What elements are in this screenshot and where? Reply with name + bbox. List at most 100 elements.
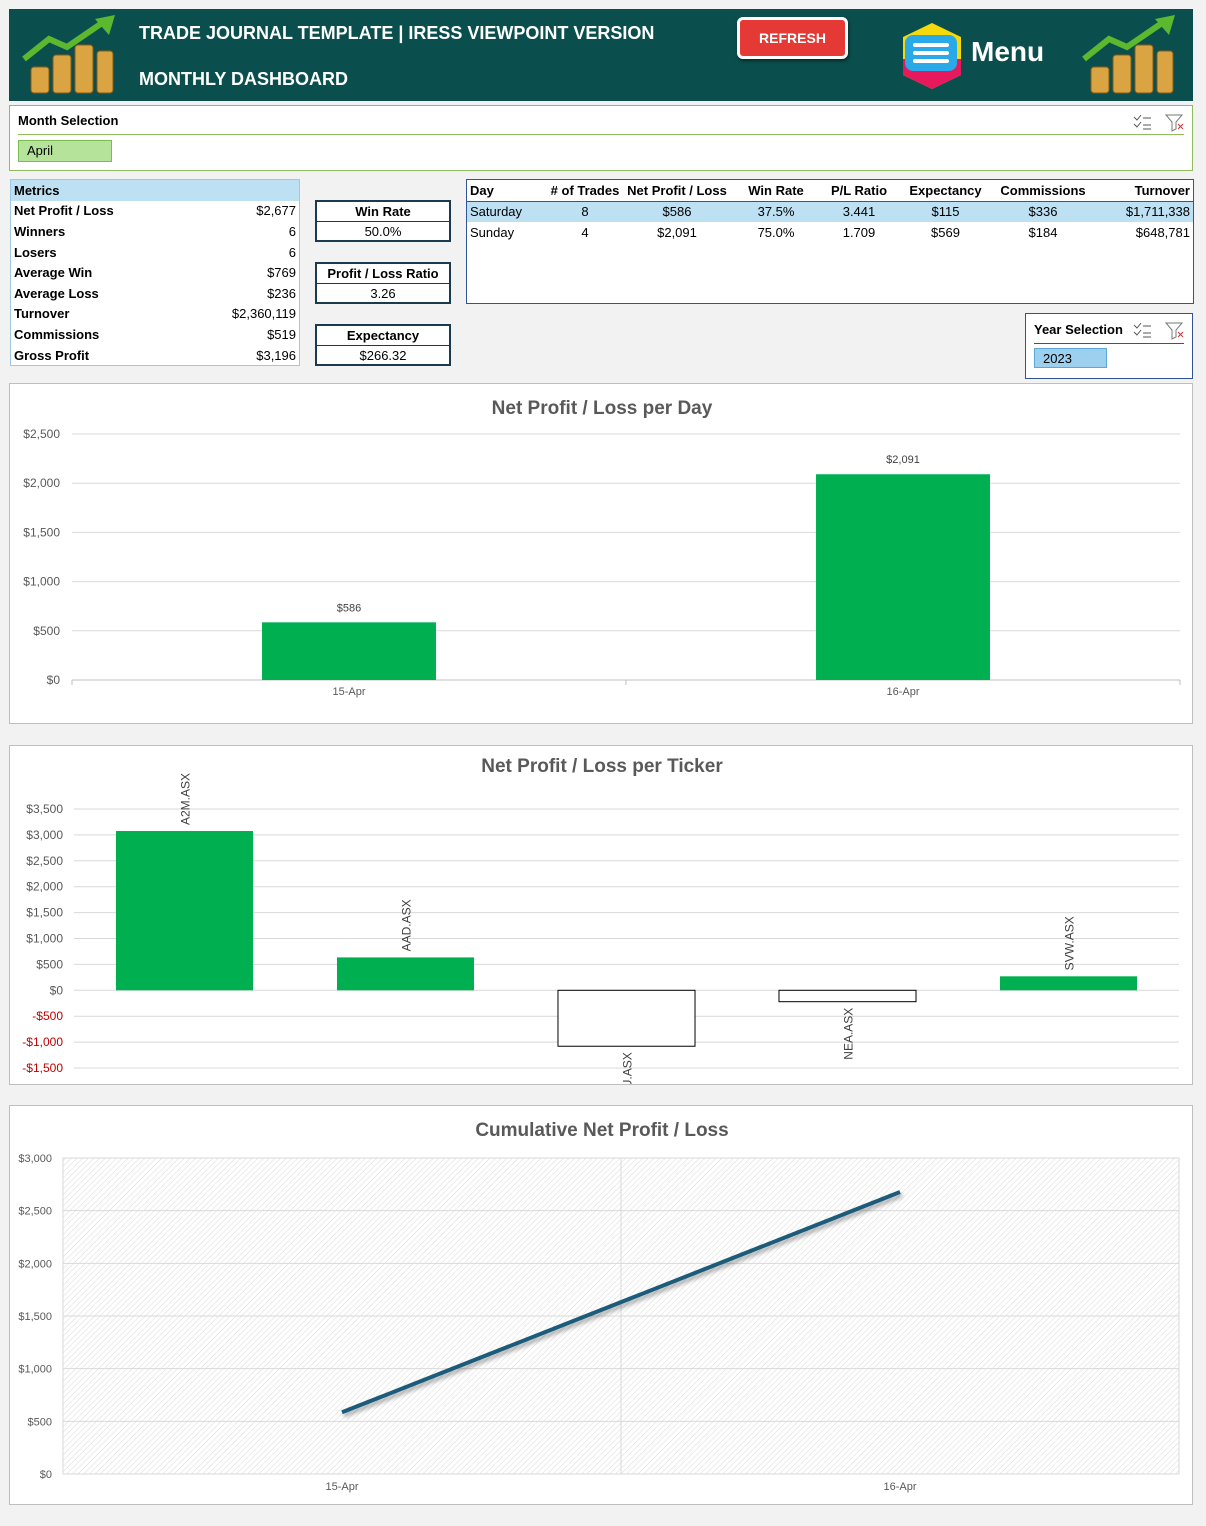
- y-tick-label: -$1,500: [22, 1061, 63, 1075]
- y-tick-label: -$500: [32, 1009, 63, 1023]
- cell: $648,781: [1135, 224, 1190, 240]
- chart-title: Net Profit / Loss per Day: [492, 398, 713, 419]
- chart: Cumulative Net Profit / Loss $0 $500 $1,000…: [9, 1105, 1193, 1505]
- bar-category-label: NEA.ASX: [842, 1008, 856, 1060]
- refresh-button[interactable]: REFRESH: [737, 17, 848, 59]
- slicer-item[interactable]: April: [18, 140, 112, 162]
- y-tick-label: $1,500: [23, 525, 60, 539]
- metric-name: Net Profit / Loss: [14, 203, 114, 219]
- y-tick-label: $2,000: [26, 880, 63, 894]
- row: Sunday 4 $2,091 75.0% 1.709 $569 $184 $648,781: [467, 222, 1193, 243]
- bar-category-label: AAD.ASX: [400, 899, 414, 951]
- row: Gross Profit $3,196: [11, 345, 299, 366]
- bar: [557, 989, 696, 1047]
- kpi-label: Expectancy: [317, 326, 449, 346]
- x-tick-label: 16-Apr: [883, 1481, 916, 1493]
- kpi-card: Profit / Loss Ratio 3.26: [315, 262, 451, 304]
- header-cell: Day: [470, 182, 494, 198]
- y-tick-label: $2,500: [26, 854, 63, 868]
- row: Turnover $2,360,119: [11, 304, 299, 325]
- cell: 4: [581, 224, 589, 240]
- y-tick-label: $1,000: [26, 932, 63, 946]
- slicer-icons[interactable]: [1132, 112, 1188, 132]
- header-cell: Commissions: [1000, 182, 1086, 198]
- metric-value: $519: [267, 326, 296, 342]
- header-cell: P/L Ratio: [830, 182, 888, 198]
- header-cell: Expectancy: [909, 182, 982, 198]
- bar-category-label: SVW.ASX: [1063, 916, 1077, 970]
- table: Metrics Net Profit / Loss $2,677 Winners 6 Lo…: [11, 180, 299, 365]
- bar-category-label: ALU.ASX: [621, 1052, 635, 1085]
- y-tick-label: $1,000: [18, 1364, 52, 1376]
- cell: $1,711,338: [1125, 204, 1190, 220]
- day-table: Day # of Trades Net Profit / Loss Win Rate P…: [466, 179, 1194, 304]
- slicer-item[interactable]: 2023: [1034, 348, 1107, 368]
- row: Saturday 8 $586 37.5% 3.441 $115 $336 $1,711,33…: [467, 201, 1193, 223]
- coins-icon: [1082, 15, 1175, 94]
- metric-name: Average Loss: [14, 285, 99, 301]
- y-tick-label: $2,500: [18, 1206, 52, 1218]
- slicer-label: Month Selection: [18, 113, 119, 128]
- metric-name: Losers: [14, 244, 57, 260]
- chart: Net Profit / Loss per Ticker -$1,500 -$1,0…: [9, 745, 1193, 1085]
- bar: [778, 989, 917, 1003]
- cell: $569: [931, 224, 960, 240]
- data-label: $2,091: [886, 454, 920, 466]
- y-tick-label: $1,000: [23, 575, 60, 589]
- cell: $336: [1028, 204, 1058, 220]
- table: Day # of Trades Net Profit / Loss Win Rate P…: [467, 180, 1193, 243]
- subtitle: MONTHLY DASHBOARD: [139, 69, 349, 89]
- cell: $115: [931, 204, 960, 220]
- cell: 37.5%: [757, 204, 795, 220]
- x-tick-label: 15-Apr: [332, 686, 365, 698]
- metric-value: $2,677: [256, 203, 296, 219]
- y-tick-label: $0: [40, 1469, 52, 1481]
- slicer-divider: [1034, 343, 1184, 344]
- cell: $586: [662, 204, 692, 220]
- y-tick-label: $1,500: [26, 906, 63, 920]
- bar: [115, 831, 254, 991]
- metric-name: Winners: [14, 223, 66, 239]
- y-tick-label: $2,000: [18, 1258, 52, 1270]
- year-slicer: Year Selection 2023: [1025, 313, 1193, 379]
- header-row: Day # of Trades Net Profit / Loss Win Rate P…: [467, 180, 1193, 202]
- y-tick-label: $500: [33, 624, 60, 638]
- y-tick-label: $500: [36, 957, 63, 971]
- cell: 3.441: [842, 204, 876, 220]
- y-tick-label: $1,500: [18, 1311, 52, 1323]
- kpi-label: Profit / Loss Ratio: [317, 264, 449, 284]
- kpi-card: Expectancy $266.32: [315, 324, 451, 366]
- metric-value: 6: [288, 223, 296, 239]
- y-tick-label: $3,000: [18, 1153, 52, 1165]
- line: [341, 1190, 901, 1415]
- y-tick-label: $3,500: [26, 802, 63, 816]
- bar: [262, 622, 436, 680]
- chart-title: Cumulative Net Profit / Loss: [475, 1120, 728, 1141]
- coins-icon: [22, 15, 115, 94]
- row: Losers 6: [11, 242, 299, 263]
- y-tick-label: $2,500: [23, 427, 60, 441]
- row: Average Loss $236: [11, 283, 299, 304]
- month-slicer: Month Selection April: [9, 105, 1193, 171]
- kpi-value: 50.0%: [364, 224, 402, 239]
- cell: Saturday: [470, 204, 523, 220]
- chart: Net Profit / Loss per Day $0 $500 $1,000 $1,…: [9, 383, 1193, 724]
- cell: 1.709: [842, 224, 876, 240]
- chart-title: Net Profit / Loss per Ticker: [481, 756, 723, 777]
- metric-name: Commissions: [14, 326, 100, 342]
- menu-icon[interactable]: [899, 21, 965, 91]
- kpi-value: 3.26: [370, 286, 396, 301]
- header-cell: Turnover: [1134, 182, 1190, 198]
- bar: [336, 957, 475, 991]
- metric-name: Turnover: [14, 306, 70, 322]
- data-label: $586: [337, 602, 361, 614]
- y-tick-label: $500: [28, 1416, 52, 1428]
- cell: Sunday: [470, 224, 515, 240]
- header: TRADE JOURNAL TEMPLATE | IRESS VIEWPOINT…: [9, 9, 1193, 101]
- x-tick-label: 15-Apr: [325, 1481, 358, 1493]
- slicer-icons[interactable]: [1132, 320, 1188, 340]
- kpi-value: $266.32: [359, 348, 407, 363]
- cell: $2,091: [657, 224, 697, 240]
- menu-label[interactable]: Menu: [971, 36, 1045, 67]
